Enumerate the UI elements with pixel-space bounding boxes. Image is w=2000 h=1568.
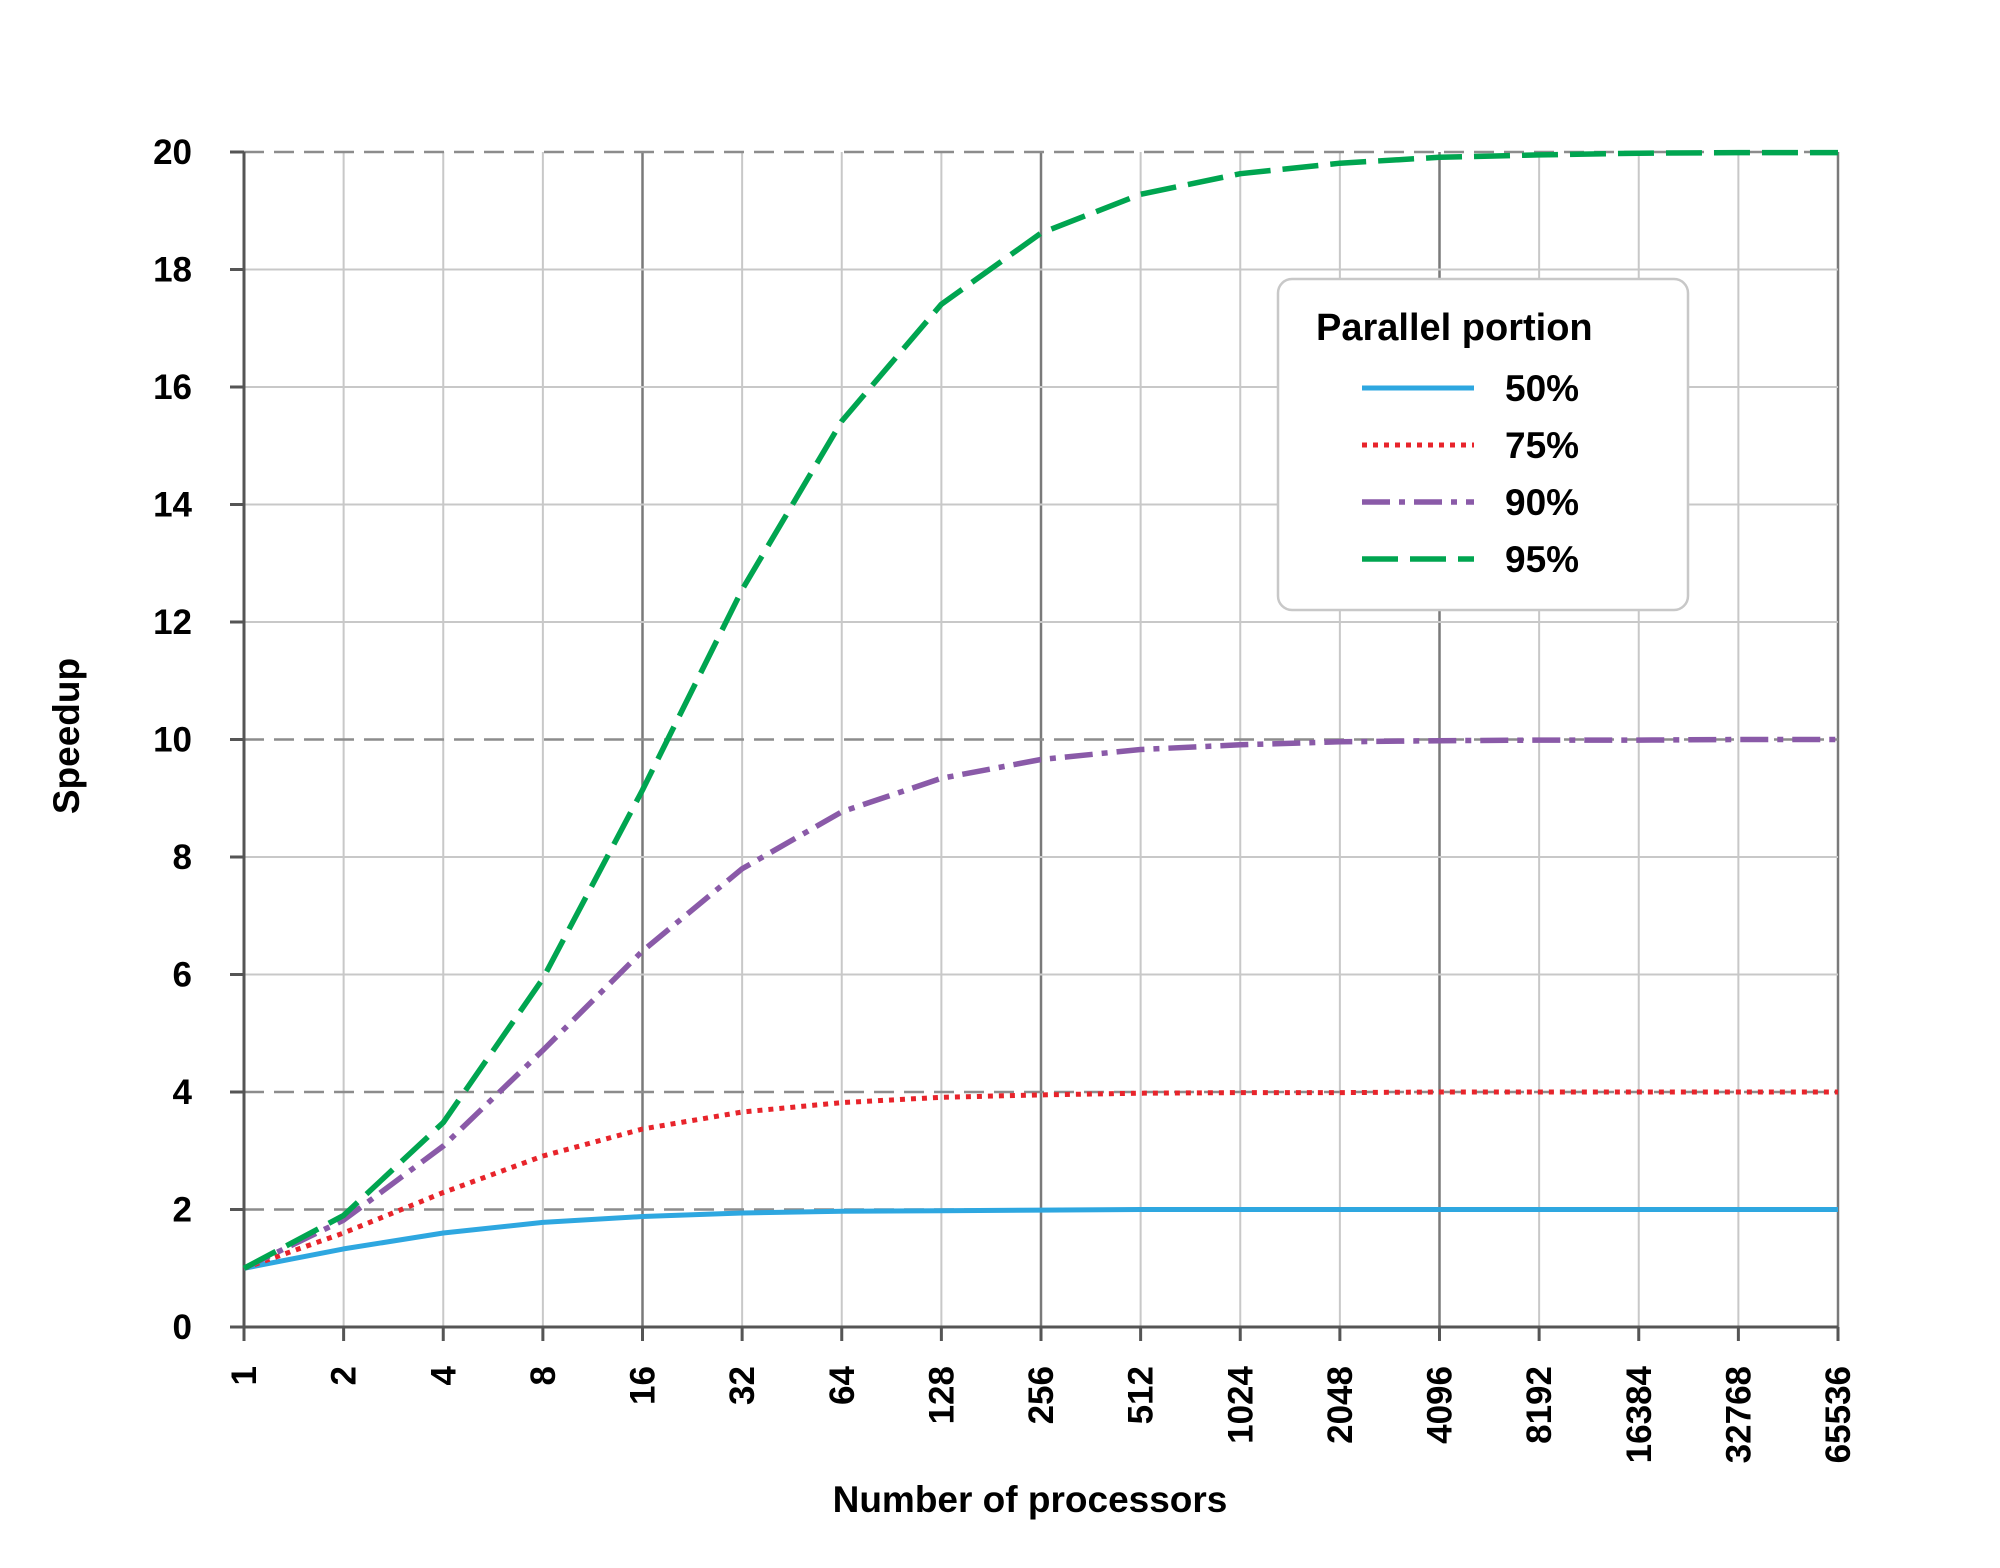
x-tick-label: 16 [624, 1366, 663, 1405]
x-tick-label: 1024 [1221, 1365, 1260, 1443]
legend-label-90pct: 90% [1505, 482, 1579, 523]
y-tick-label: 6 [173, 956, 192, 995]
series-line-75pct [243, 1089, 1838, 1271]
y-tick-label: 2 [173, 1191, 192, 1230]
legend: Parallel portion 50% 75% 90% 95% [1276, 277, 1690, 612]
x-tick-label: 8 [524, 1366, 563, 1385]
y-tick-label: 18 [153, 251, 192, 290]
legend-label-50pct: 50% [1505, 368, 1579, 409]
y-tick-label: 4 [173, 1073, 193, 1112]
x-tick-label: 8192 [1520, 1366, 1559, 1444]
x-tick-label: 64 [823, 1365, 862, 1404]
y-tick-label: 14 [153, 486, 192, 525]
legend-label-95pct: 95% [1505, 539, 1579, 580]
x-tick-label: 512 [1122, 1366, 1161, 1424]
x-tick-label: 32 [723, 1366, 762, 1405]
x-tick-label: 4 [424, 1365, 463, 1385]
x-tick-label: 1 [225, 1366, 264, 1385]
y-tick-label: 8 [173, 838, 192, 877]
legend-entries: 50% 75% 90% 95% [1362, 368, 1579, 580]
series-line-95pct [242, 149, 1838, 1271]
x-tick-label: 2048 [1321, 1366, 1360, 1444]
x-axis-title: Number of processors [833, 1479, 1228, 1520]
x-tick-label: 2 [325, 1366, 364, 1385]
legend-label-75pct: 75% [1505, 425, 1579, 466]
series-line-90pct [242, 736, 1838, 1271]
y-tick-label: 12 [153, 603, 192, 642]
legend-title: Parallel portion [1316, 307, 1593, 349]
x-tick-label: 256 [1022, 1366, 1061, 1424]
series-layer [242, 149, 1838, 1271]
legend-box [1276, 277, 1690, 612]
axes-layer [230, 150, 1840, 1341]
x-tick-label: 4096 [1421, 1366, 1460, 1444]
x-tick-label: 65536 [1819, 1366, 1858, 1463]
y-tick-label: 10 [153, 721, 192, 760]
y-tick-label: 20 [153, 133, 192, 172]
x-tick-label: 16384 [1620, 1365, 1659, 1463]
series-line-50pct [243, 1207, 1838, 1271]
y-tick-label: 0 [173, 1308, 192, 1347]
x-tick-label: 128 [922, 1366, 961, 1424]
y-tick-label: 16 [153, 368, 192, 407]
x-tick-label: 32768 [1719, 1366, 1758, 1463]
y-axis-title: Speedup [46, 658, 87, 814]
